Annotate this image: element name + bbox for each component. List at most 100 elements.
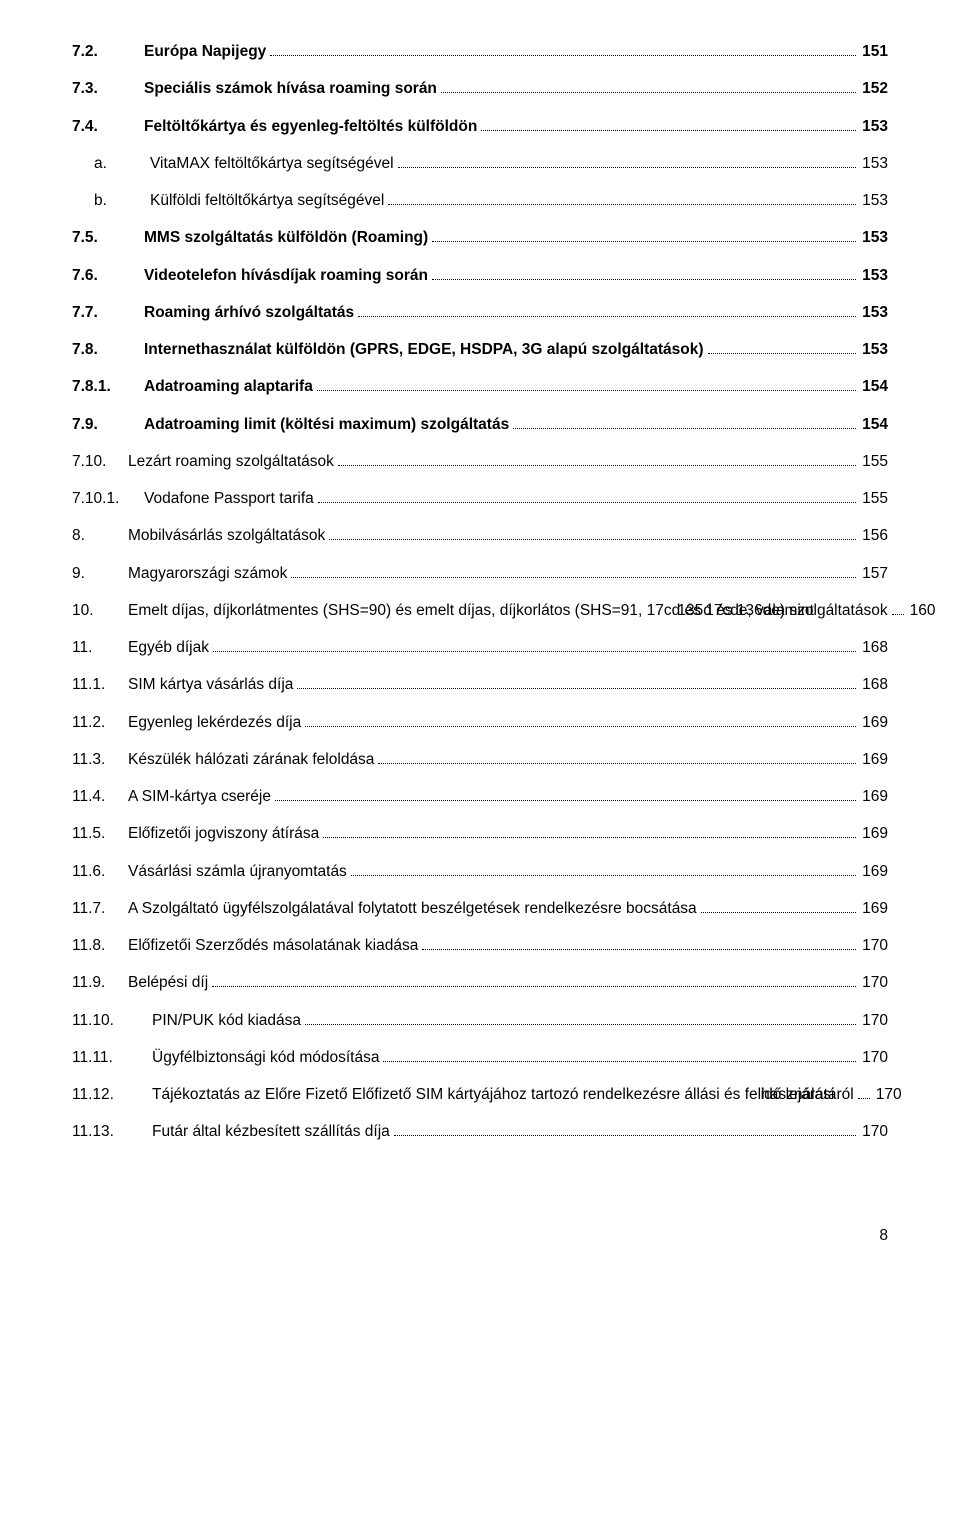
toc-page: 168 xyxy=(860,673,888,696)
toc-page: 151 xyxy=(860,40,888,63)
toc-leader-dots xyxy=(394,1124,856,1136)
toc-entry: 7.3.Speciális számok hívása roaming sorá… xyxy=(72,77,888,100)
toc-number: 11.7. xyxy=(72,897,128,920)
toc-leader-dots xyxy=(213,640,856,652)
toc-number: 11.12. xyxy=(72,1083,152,1106)
toc-label: Előfizetői jogviszony átírása xyxy=(128,822,319,845)
toc-leader-dots xyxy=(305,1012,856,1024)
toc-label: Adatroaming limit (költési maximum) szol… xyxy=(144,413,509,436)
toc-entry: a.VitaMAX feltöltőkártya segítségével153 xyxy=(72,152,888,175)
toc-page: 169 xyxy=(860,748,888,771)
toc-label: Videotelefon hívásdíjak roaming során xyxy=(144,264,428,287)
toc-page: 170 xyxy=(860,1120,888,1143)
toc-number: a. xyxy=(94,152,150,175)
toc-label: Vodafone Passport tarifa xyxy=(144,487,314,510)
toc-entry: 11.11.Ügyfélbiztonsági kód módosítása 170 xyxy=(72,1046,888,1069)
toc-page: 152 xyxy=(860,77,888,100)
toc-page: 170 xyxy=(860,971,888,994)
toc-leader-dots xyxy=(275,789,856,801)
toc-leader-dots xyxy=(317,379,856,391)
toc-number: 11.9. xyxy=(72,971,128,994)
toc-number: 7.10.1. xyxy=(72,487,144,510)
toc-page: 154 xyxy=(860,375,888,398)
toc-number: 11.13. xyxy=(72,1120,152,1143)
toc-entry: 11.Egyéb díjak 168 xyxy=(72,636,888,659)
toc-entry: 7.8.1.Adatroaming alaptarifa154 xyxy=(72,375,888,398)
toc-page: 169 xyxy=(860,822,888,845)
toc-number: 11.2. xyxy=(72,711,128,734)
toc-label: PIN/PUK kód kiadása xyxy=(152,1009,301,1032)
toc-leader-dots xyxy=(388,193,856,205)
toc-entry: 7.7.Roaming árhívó szolgáltatás153 xyxy=(72,301,888,324)
toc-label: Készülék hálózati zárának feloldása xyxy=(128,748,374,771)
toc-label: Adatroaming alaptarifa xyxy=(144,375,313,398)
toc-page: 169 xyxy=(860,860,888,883)
toc-page: 170 xyxy=(860,1046,888,1069)
toc-leader-dots xyxy=(329,528,856,540)
toc-number: 11.1. xyxy=(72,673,128,696)
toc-number: 7.3. xyxy=(72,77,144,100)
toc-entry: 11.12.Tájékoztatás az Előre Fizető Előfi… xyxy=(72,1083,888,1106)
toc-leader-dots xyxy=(481,118,856,130)
toc-leader-dots xyxy=(422,938,856,950)
toc-page: 155 xyxy=(860,487,888,510)
toc-entry: 11.5.Előfizetői jogviszony átírása 169 xyxy=(72,822,888,845)
toc-entry: 7.8.Internethasználat külföldön (GPRS, E… xyxy=(72,338,888,361)
toc-entry: 11.4.A SIM-kártya cseréje 169 xyxy=(72,785,888,808)
toc-page: 170 xyxy=(874,1083,902,1106)
toc-number: 7.6. xyxy=(72,264,144,287)
toc-label: Vásárlási számla újranyomtatás xyxy=(128,860,347,883)
toc-entry: 11.2.Egyenleg lekérdezés díja 169 xyxy=(72,711,888,734)
toc-leader-dots xyxy=(291,565,856,577)
toc-entry: 11.6.Vásárlási számla újranyomtatás169 xyxy=(72,860,888,883)
toc-page: 169 xyxy=(860,785,888,808)
toc-label: SIM kártya vásárlás díja xyxy=(128,673,293,696)
toc-number: 7.9. xyxy=(72,413,144,436)
toc-label: VitaMAX feltöltőkártya segítségével xyxy=(150,152,394,175)
toc-label: Ügyfélbiztonsági kód módosítása xyxy=(152,1046,379,1069)
toc-number: 11.11. xyxy=(72,1046,152,1069)
toc-leader-dots xyxy=(701,900,856,912)
toc-page: 170 xyxy=(860,934,888,957)
toc-entry: 7.5.MMS szolgáltatás külföldön (Roaming)… xyxy=(72,226,888,249)
toc-number: 11.3. xyxy=(72,748,128,771)
page-number: 8 xyxy=(72,1224,888,1247)
toc-page: 153 xyxy=(860,264,888,287)
toc-label: Mobilvásárlás szolgáltatások xyxy=(128,524,325,547)
toc-label: Speciális számok hívása roaming során xyxy=(144,77,437,100)
toc-leader-dots xyxy=(212,975,856,987)
toc-number: 7.10. xyxy=(72,450,128,473)
toc-entry: 7.6.Videotelefon hívásdíjak roaming sorá… xyxy=(72,264,888,287)
toc-label: A SIM-kártya cseréje xyxy=(128,785,271,808)
toc-label: Egyéb díjak xyxy=(128,636,209,659)
toc-number: 7.4. xyxy=(72,115,144,138)
toc-label: Előfizetői Szerződés másolatának kiadása xyxy=(128,934,418,957)
toc-label: Egyenleg lekérdezés díja xyxy=(128,711,301,734)
toc-entry: 7.4.Feltöltőkártya és egyenleg-feltöltés… xyxy=(72,115,888,138)
toc-page: 169 xyxy=(860,711,888,734)
toc-entry: 10.Emelt díjas, díjkorlátmentes (SHS=90)… xyxy=(72,599,888,622)
toc-page: 168 xyxy=(860,636,888,659)
toc-page: 153 xyxy=(860,115,888,138)
toc-leader-dots xyxy=(858,1087,870,1099)
toc-leader-dots xyxy=(441,81,856,93)
toc-label: Roaming árhívó szolgáltatás xyxy=(144,301,354,324)
toc-leader-dots xyxy=(305,714,856,726)
toc-leader-dots xyxy=(338,453,856,465)
toc-number: 7.8. xyxy=(72,338,144,361)
toc-leader-dots xyxy=(513,416,856,428)
toc-number: 11.4. xyxy=(72,785,128,808)
toc-leader-dots xyxy=(318,491,856,503)
toc-page: 169 xyxy=(860,897,888,920)
toc-leader-dots xyxy=(358,304,856,316)
toc-page: 170 xyxy=(860,1009,888,1032)
toc-leader-dots xyxy=(708,342,857,354)
toc-label: Lezárt roaming szolgáltatások xyxy=(128,450,334,473)
toc-number: 11.5. xyxy=(72,822,128,845)
toc-label: idő lejáratáról xyxy=(761,1083,854,1106)
toc-label: Magyarországi számok xyxy=(128,562,287,585)
toc-entry: 9.Magyarországi számok157 xyxy=(72,562,888,585)
toc-number: 11. xyxy=(72,636,128,659)
toc-number: 11.8. xyxy=(72,934,128,957)
toc-label: Internethasználat külföldön (GPRS, EDGE,… xyxy=(144,338,704,361)
